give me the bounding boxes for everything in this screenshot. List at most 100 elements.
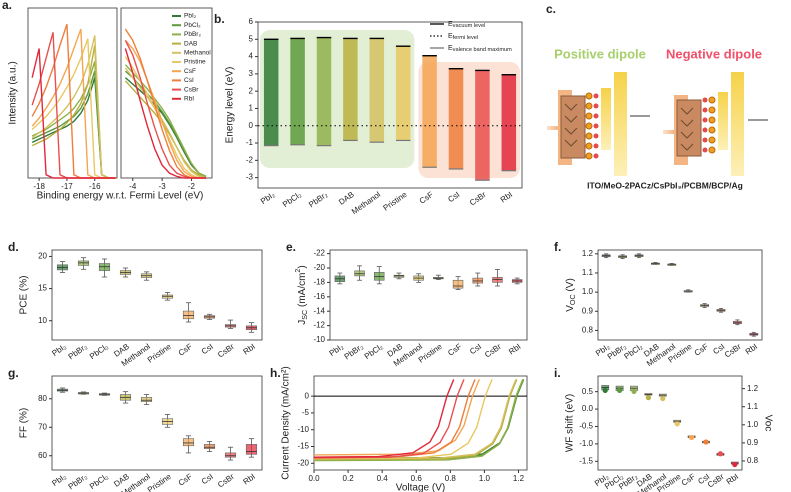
energy-bar [343,38,358,141]
series-line [124,77,207,178]
x-tick-label: 1.0 [479,474,491,483]
label-part: valence band maximum [453,47,512,53]
x-tick-label: PbBr₂ [67,472,89,491]
x-tick-label: CsBr [216,472,236,490]
y-tick-label: -1 [246,138,254,147]
panel-label: a. [2,0,12,12]
y-tick-label: 80 [38,394,47,403]
x-tick-label: CsF [177,342,194,358]
x-tick-label: CsI [446,190,461,204]
x-tick-label: CsBr [706,472,726,490]
point [689,434,695,441]
legend-label: CsF [184,68,196,75]
y-tick-label: -14 [313,306,325,315]
x-tick-label: CsF [693,342,710,358]
series-line [124,39,207,179]
y-tick-label: -22 [313,249,325,258]
x-tick-label: CsBr [468,190,488,208]
x-tick-label: PbI₂ [259,190,277,206]
x-axis-title: Voltage (V) [396,483,445,492]
y2-tick-label: 1.1 [747,402,759,411]
y-axis-title: Current Density (mA/cm²) [281,366,292,479]
x-tick-label: Pristine [146,342,173,365]
legend-label: Efermi level [448,33,478,42]
legend-label: CsI [184,77,194,84]
panel-label: g. [8,366,19,380]
y2-tick-label: 1.0 [747,420,759,429]
y-tick-label: -15 [297,442,309,451]
y-tick-label: -2 [246,155,254,164]
x-tick-label: PbBr₂ [67,342,89,361]
x-tick-label: CsI [468,342,483,356]
x-tick-label: CsF [177,472,194,488]
series-line [313,379,493,460]
y-tick-label: 0.0 [582,404,594,413]
legend-label: Evalence band maximum [448,45,512,54]
box [140,397,153,402]
y-tick-label: 60 [38,451,47,460]
x-tick-label: RbI [725,472,740,487]
x-tick-label: Pristine [382,190,409,213]
x-tick-label: 0.4 [377,474,389,483]
legend-label: PbI₂ [184,13,197,20]
plot-frame [313,375,528,471]
box [203,444,216,449]
point [631,388,637,394]
x-tick-label: PbBr₂ [343,342,365,361]
energy-bar [290,38,305,145]
y-tick-label: 20 [38,252,47,261]
label-part: vacuum level [453,23,486,29]
point [732,461,738,468]
x-tick-label: CsF [418,190,435,206]
y-tick-label: 10 [38,316,47,325]
x-tick-label: CsI [200,472,215,486]
x-tick-label: RbI [499,190,514,205]
x-tick-label: -4 [129,182,137,191]
y-tick-label: -1.5 [579,456,593,465]
panel-label: f. [554,240,561,254]
panel-label: e. [286,240,296,254]
diagram-caption: ITO/MeO-2PACz/CsPbI₃/PCBM/BCP/Ag [587,180,743,190]
y-tick-label: 5 [249,34,254,43]
x-tick-label: PbCl₂ [88,342,110,361]
x-tick-label: CsBr [483,342,503,360]
y-tick-label: 6 [249,17,254,26]
point [660,395,666,402]
series-line [313,379,480,456]
y-tick-label: -5 [302,408,310,417]
y-tick-label: -1.0 [579,439,593,448]
x-tick-label: RbI [507,342,522,357]
y-tick-label: 3 [249,69,254,78]
box [224,452,237,458]
legend-label: PbBr₂ [184,31,201,38]
legend-label: PbCl₂ [184,22,201,29]
y-tick-label: 2 [249,86,254,95]
plot-frame [51,375,263,471]
y-tick-label: 4 [249,52,254,61]
x-tick-label: PbI₂ [50,472,68,488]
series-line [313,379,465,459]
box [182,438,195,447]
y-tick-label: -10 [297,425,309,434]
x-tick-label: 0.2 [343,474,355,483]
label-part: OC [568,294,577,305]
y-tick-label: -10 [313,335,325,344]
panel: 0.80.91.01.11.2PbI₂PbBr₂PbCl₂DABMethanol… [582,249,763,368]
x-tick-label: Pristine [146,472,173,492]
y-axis-title: Intensity (a.u.) [8,61,19,124]
x-tick-label: PbI₂ [50,342,68,358]
y2-axis-title: Voc [762,415,773,432]
x-tick-label: -18 [33,182,45,191]
label-part: (mA/cm [297,273,308,310]
point [602,387,608,394]
panel-label: c. [546,2,556,16]
panel: -4 -3 -2 PbI₂ PbCl₂ PbBr₂ DAB Methanol Pristine C… [120,7,213,191]
y-tick-label: 1 [249,104,254,113]
label-part: SC [300,310,309,320]
x-tick-label: 1.2 [513,474,525,483]
plot-frame [257,21,523,189]
x-tick-label: -2 [188,182,196,191]
energy-bar [369,38,385,143]
energy-bar [501,74,517,171]
